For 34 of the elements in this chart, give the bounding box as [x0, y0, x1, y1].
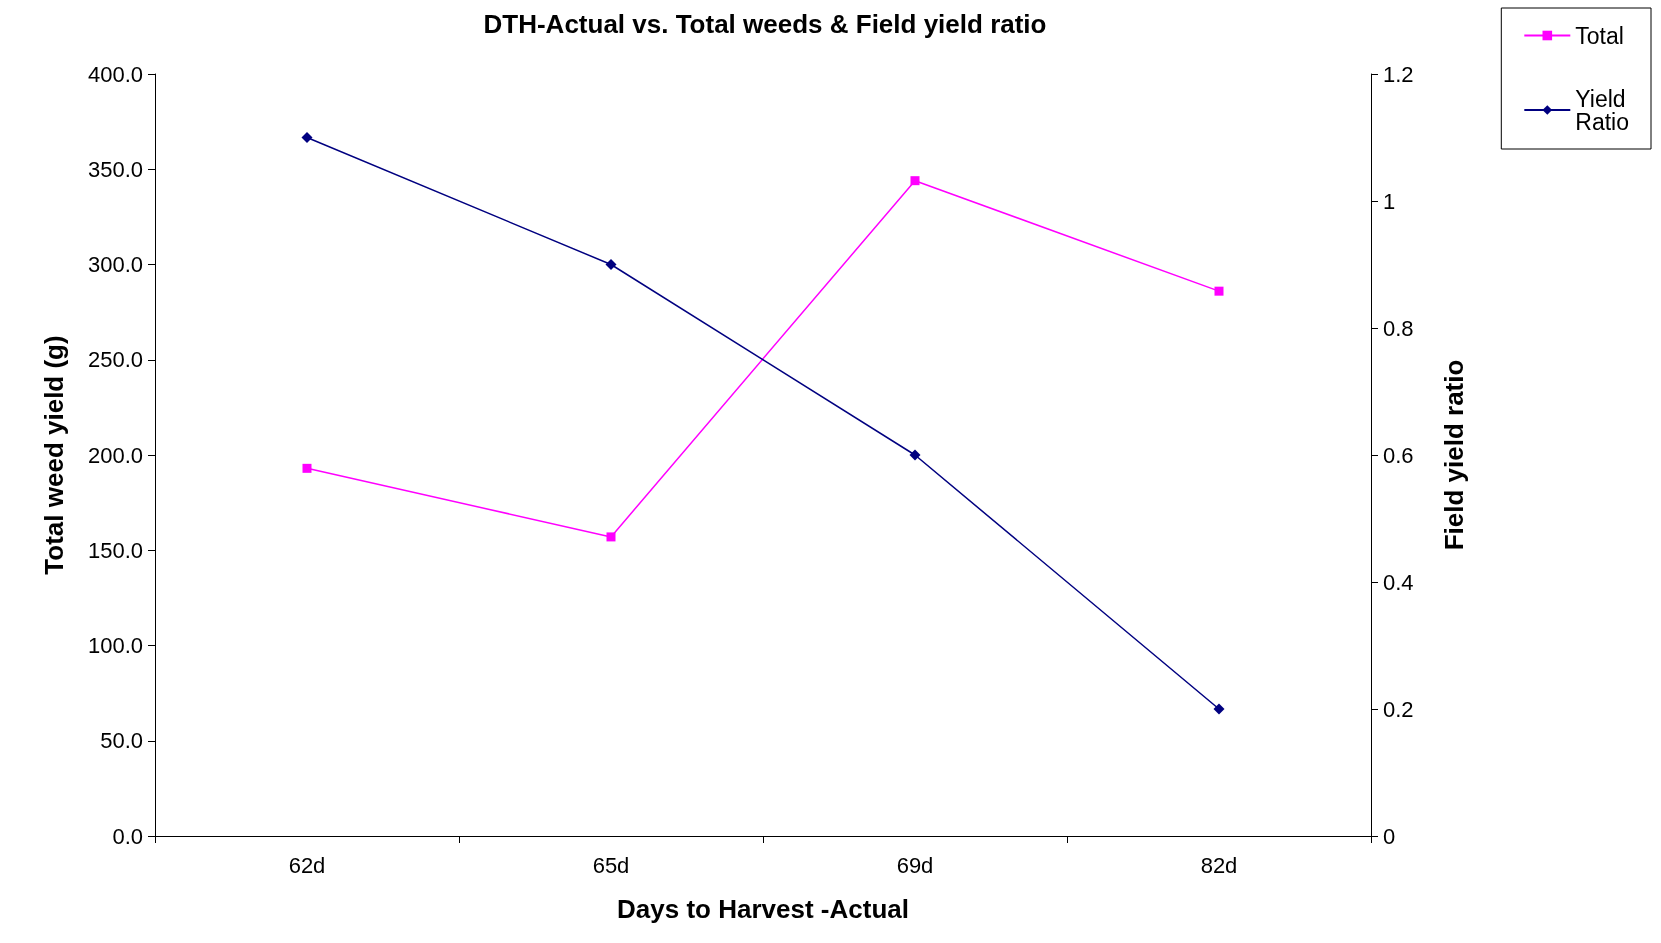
- chart-title: DTH-Actual vs. Total weeds & Field yield ratio: [483, 9, 1047, 39]
- y2-tick-label: 1: [1383, 188, 1396, 214]
- y-tick-label: 100.0: [87, 633, 143, 658]
- y2-tick-label: 0: [1383, 823, 1396, 849]
- point: [301, 132, 313, 143]
- legend-label: Yield Ratio: [1575, 85, 1630, 135]
- point: [1213, 703, 1225, 715]
- y2-tick-label: 0.6: [1383, 442, 1414, 468]
- x-tick-label: 82d: [1200, 852, 1238, 878]
- point: [302, 463, 312, 473]
- y-tick-label: 150.0: [87, 537, 143, 563]
- y2-tick-label: 0.4: [1383, 569, 1414, 595]
- point: [606, 532, 616, 542]
- y2-tick-label: 1.2: [1383, 61, 1414, 87]
- y-tick-label: 200.0: [87, 442, 143, 468]
- point: [909, 449, 921, 461]
- legend-label: Total: [1575, 22, 1624, 49]
- y-tick-label: 50.0: [100, 728, 143, 754]
- y-tick-label: 350.0: [87, 156, 143, 182]
- x-tick-label: 65d: [592, 852, 630, 878]
- y-axis-title: Total weed yield (g): [39, 335, 69, 575]
- y-tick-label: 300.0: [87, 252, 143, 277]
- y-tick-label: 0.0: [112, 823, 143, 849]
- point: [910, 176, 920, 186]
- x-tick-label: 69d: [896, 852, 934, 878]
- y-tick-label: 400.0: [87, 61, 143, 87]
- y2-tick-label: 0.8: [1383, 315, 1414, 341]
- y-tick-label: 250.0: [87, 347, 143, 373]
- x-tick-label: 62d: [288, 852, 326, 878]
- y2-axis-title: Field yield ratio: [1439, 359, 1469, 551]
- point: [605, 259, 617, 270]
- y2-tick-label: 0.2: [1383, 696, 1414, 722]
- point: [1214, 286, 1224, 296]
- x-axis-title: Days to Harvest -Actual: [617, 894, 909, 924]
